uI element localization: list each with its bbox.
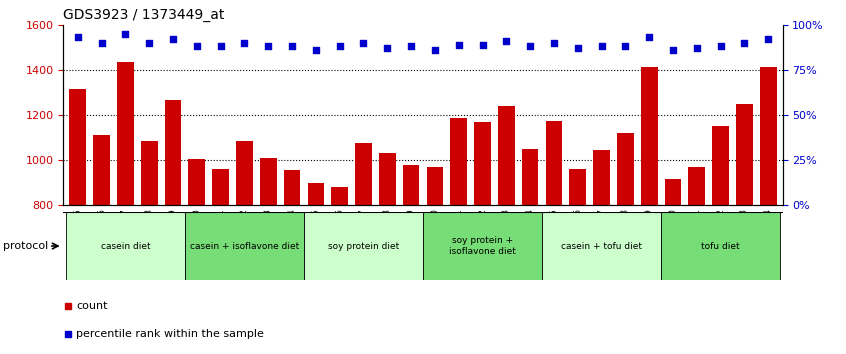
- Bar: [140, 141, 157, 354]
- Bar: [498, 106, 514, 354]
- Point: [452, 42, 465, 47]
- Point: [524, 44, 537, 49]
- Point: [475, 42, 489, 47]
- Point: [381, 45, 394, 51]
- Point: [332, 44, 346, 49]
- Bar: [93, 135, 110, 354]
- Bar: [617, 133, 634, 354]
- Bar: [117, 62, 134, 354]
- Bar: [69, 89, 86, 354]
- Point: [357, 40, 371, 46]
- Point: [571, 45, 585, 51]
- Bar: [423, 212, 542, 280]
- Point: [166, 36, 179, 42]
- Point: [618, 44, 632, 49]
- Point: [690, 45, 704, 51]
- Bar: [450, 119, 467, 354]
- Text: tofu diet: tofu diet: [701, 241, 740, 251]
- Bar: [189, 159, 205, 354]
- Point: [547, 40, 561, 46]
- Bar: [641, 67, 657, 354]
- Point: [595, 44, 608, 49]
- Text: percentile rank within the sample: percentile rank within the sample: [76, 330, 264, 339]
- Bar: [426, 167, 443, 354]
- Text: soy protein +
isoflavone diet: soy protein + isoflavone diet: [449, 236, 516, 256]
- Text: casein + tofu diet: casein + tofu diet: [561, 241, 642, 251]
- Bar: [165, 101, 181, 354]
- Bar: [661, 212, 780, 280]
- Point: [95, 40, 108, 46]
- Point: [238, 40, 251, 46]
- Bar: [665, 179, 681, 354]
- Bar: [332, 187, 348, 354]
- Text: GDS3923 / 1373449_at: GDS3923 / 1373449_at: [63, 8, 225, 22]
- Point: [214, 44, 228, 49]
- Bar: [212, 169, 229, 354]
- Point: [190, 44, 204, 49]
- Point: [738, 40, 751, 46]
- Point: [428, 47, 442, 53]
- Bar: [522, 149, 539, 354]
- Point: [261, 44, 275, 49]
- Bar: [260, 158, 277, 354]
- Bar: [403, 165, 420, 354]
- Bar: [236, 141, 253, 354]
- Point: [285, 44, 299, 49]
- Bar: [593, 150, 610, 354]
- Bar: [304, 212, 423, 280]
- Bar: [569, 169, 586, 354]
- Bar: [760, 67, 777, 354]
- Point: [142, 40, 156, 46]
- Point: [714, 44, 728, 49]
- Bar: [546, 121, 563, 354]
- Point: [118, 31, 132, 37]
- Text: protocol: protocol: [3, 241, 47, 251]
- Bar: [689, 167, 706, 354]
- Point: [500, 38, 514, 44]
- Bar: [736, 104, 753, 354]
- Text: soy protein diet: soy protein diet: [328, 241, 399, 251]
- Text: count: count: [76, 301, 107, 311]
- Text: casein + isoflavone diet: casein + isoflavone diet: [190, 241, 299, 251]
- Bar: [355, 143, 371, 354]
- Bar: [66, 212, 185, 280]
- Bar: [379, 153, 396, 354]
- Bar: [712, 126, 729, 354]
- Point: [71, 35, 85, 40]
- Bar: [475, 122, 491, 354]
- Point: [309, 47, 322, 53]
- Point: [642, 35, 656, 40]
- Point: [667, 47, 680, 53]
- Point: [761, 36, 775, 42]
- Bar: [542, 212, 661, 280]
- Point: [404, 44, 418, 49]
- Bar: [283, 170, 300, 354]
- Text: casein diet: casein diet: [101, 241, 151, 251]
- Bar: [307, 183, 324, 354]
- Bar: [185, 212, 304, 280]
